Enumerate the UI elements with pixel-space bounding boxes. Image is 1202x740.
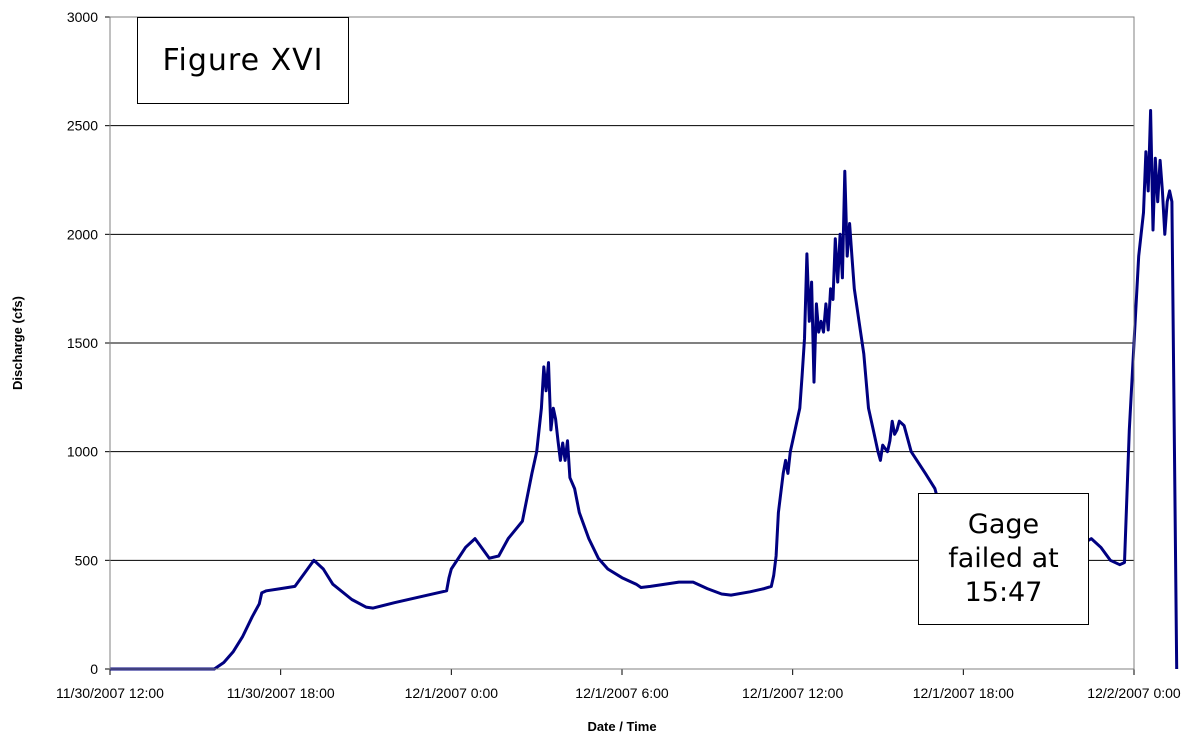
x-tick-label: 12/1/2007 0:00	[405, 685, 499, 701]
y-tick-label: 2000	[67, 226, 98, 242]
y-tick-label: 500	[75, 552, 99, 568]
x-tick-label: 11/30/2007 12:00	[56, 685, 164, 701]
y-tick-label: 0	[90, 661, 98, 677]
gage-failure-note-text: Gage failed at 15:47	[948, 509, 1059, 608]
plot-area-frame	[109, 16, 1135, 670]
x-tick-label: 12/1/2007 6:00	[575, 685, 669, 701]
y-tick-label: 1000	[67, 444, 98, 460]
figure-label-box: Figure XVI	[137, 17, 349, 104]
figure-label-text: Figure XVI	[162, 43, 324, 78]
y-tick-labels: 0 500 1000 1500 2000 2500 3000	[67, 9, 98, 677]
y-tick-label: 3000	[67, 9, 98, 25]
y-tick-label: 2500	[67, 118, 98, 134]
x-tick-label: 12/2/2007 0:00	[1087, 685, 1181, 701]
x-tick-label: 12/1/2007 12:00	[742, 685, 843, 701]
x-tick-label: 12/1/2007 18:00	[913, 685, 1014, 701]
y-tick-label: 1500	[67, 335, 98, 351]
x-tick-labels: 11/30/2007 12:00 11/30/2007 18:00 12/1/200…	[56, 669, 1181, 701]
x-axis-title: Date / Time	[587, 719, 656, 734]
y-axis-title: Discharge (cfs)	[10, 296, 25, 390]
x-tick-label: 11/30/2007 18:00	[227, 685, 335, 701]
gage-failure-note: Gage failed at 15:47	[918, 493, 1089, 625]
